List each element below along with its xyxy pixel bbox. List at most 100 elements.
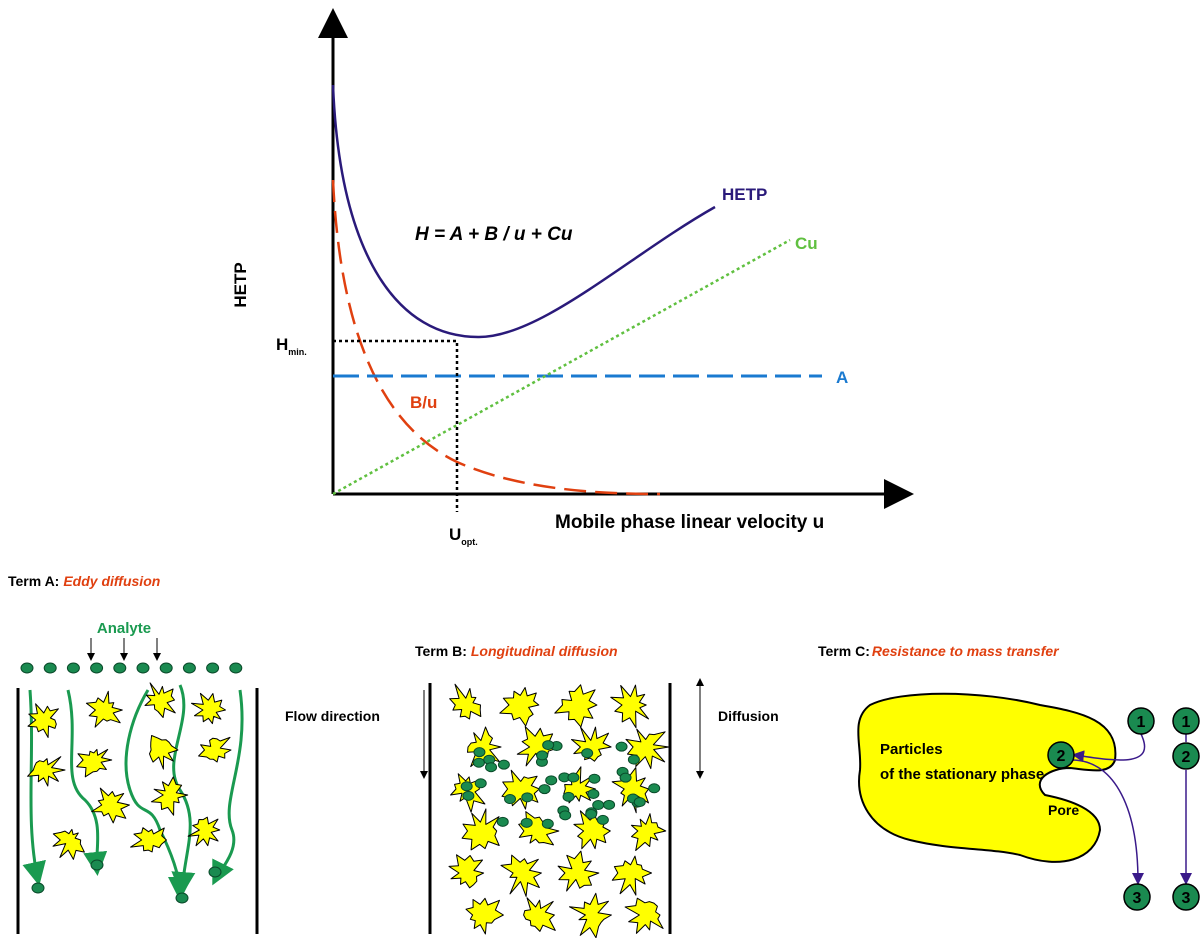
particle xyxy=(501,855,541,896)
step-label: 3 xyxy=(1133,890,1142,907)
flow-label: Flow direction xyxy=(285,708,380,724)
particle xyxy=(611,685,649,728)
a-label: A xyxy=(836,368,848,387)
analyte-dot xyxy=(634,798,645,807)
term-c-title: Term C:Resistance to mass transfer xyxy=(818,643,1060,659)
analyte-dot xyxy=(546,776,557,785)
analyte-dot xyxy=(589,774,600,783)
analyte-dot xyxy=(521,818,532,827)
analyte-dot xyxy=(542,819,553,828)
particle xyxy=(558,851,599,891)
analyte-dot xyxy=(616,742,627,751)
particle xyxy=(555,685,597,727)
analyte-dot xyxy=(475,779,486,788)
u-opt-sub: opt. xyxy=(461,537,478,547)
diffusion-label: Diffusion xyxy=(718,708,779,724)
van-deemter-graph: HETP Mobile phase linear velocity u H = … xyxy=(231,14,908,547)
analyte-dot xyxy=(230,663,242,673)
analyte-dot xyxy=(560,811,571,820)
analyte-dot xyxy=(67,663,79,673)
term-label: Term C: xyxy=(818,643,870,659)
particle xyxy=(524,898,556,932)
analyte-dot xyxy=(543,741,554,750)
term-name: Eddy diffusion xyxy=(63,573,160,589)
term-label: Term A: xyxy=(8,573,59,589)
analyte-dot xyxy=(588,789,599,798)
analyte-dot xyxy=(137,663,149,673)
analyte-dot xyxy=(537,751,548,760)
analyte-dot xyxy=(207,663,219,673)
analyte-dot xyxy=(461,782,472,791)
term-name: Resistance to mass transfer xyxy=(872,643,1060,659)
analyte-dot xyxy=(209,867,221,877)
analyte-dot xyxy=(176,893,188,903)
term-name: Longitudinal diffusion xyxy=(471,643,618,659)
particle xyxy=(450,684,481,719)
term-c: Term C:Resistance to mass transfer Parti… xyxy=(818,643,1199,910)
analyte-dot xyxy=(563,792,574,801)
particle xyxy=(500,688,539,727)
term-label: Term B: xyxy=(415,643,467,659)
analyte-label: Analyte xyxy=(97,620,151,637)
x-axis-label: Mobile phase linear velocity u xyxy=(555,512,824,533)
term-b-title: Term B:Longitudinal diffusion xyxy=(415,643,618,659)
analyte-dot xyxy=(497,817,508,826)
equation: H = A + B / u + Cu xyxy=(415,224,573,245)
analyte-dot xyxy=(91,663,103,673)
hetp-label: HETP xyxy=(722,185,767,204)
step-label: 3 xyxy=(1182,890,1191,907)
analyte-dot xyxy=(597,815,608,824)
particle xyxy=(192,693,226,723)
analyte-dot xyxy=(44,663,56,673)
particle xyxy=(188,817,220,846)
term-a-title: Term A:Eddy diffusion xyxy=(8,573,160,589)
analyte-dot xyxy=(473,758,484,767)
analyte-dot xyxy=(604,800,615,809)
analyte-dot xyxy=(649,784,660,793)
analyte-dot xyxy=(582,749,593,758)
analyte-dot xyxy=(586,810,597,819)
particle xyxy=(53,829,84,859)
particle xyxy=(625,898,663,933)
particle xyxy=(28,757,65,786)
particle xyxy=(519,812,559,845)
h-min-sub: min. xyxy=(288,347,307,357)
c-line xyxy=(333,240,790,494)
term-a: Term A:Eddy diffusion Analyte xyxy=(8,573,257,934)
particles-label: Particles xyxy=(880,741,943,758)
particle xyxy=(466,898,503,934)
analyte-dot xyxy=(620,773,631,782)
particle xyxy=(631,814,665,851)
analyte-dot xyxy=(21,663,33,673)
pore-label: Pore xyxy=(1048,802,1079,818)
particle xyxy=(131,828,167,852)
step-label: 2 xyxy=(1057,748,1066,765)
particle xyxy=(199,737,231,762)
particle xyxy=(570,893,612,937)
analyte-dot xyxy=(505,795,516,804)
particle xyxy=(151,777,187,815)
u-opt-main: U xyxy=(449,525,461,544)
u-opt-label: Uopt. xyxy=(449,525,478,547)
analyte-dot xyxy=(114,663,126,673)
particle xyxy=(612,856,651,895)
particle xyxy=(449,855,484,888)
optimum-lines xyxy=(333,341,457,512)
c-label: Cu xyxy=(795,234,818,253)
step-label: 1 xyxy=(1137,714,1146,731)
step-label: 1 xyxy=(1182,714,1191,731)
step-label: 2 xyxy=(1182,749,1191,766)
analyte-dot xyxy=(628,755,639,764)
analyte-dot xyxy=(32,883,44,893)
analyte-dot xyxy=(183,663,195,673)
particles-label: of the stationary phase xyxy=(880,766,1044,783)
analyte-dot xyxy=(539,785,550,794)
particle xyxy=(92,788,130,823)
analyte-dot xyxy=(568,773,579,782)
hetp-curve xyxy=(333,85,715,337)
h-min-main: H xyxy=(276,335,288,354)
analyte-dot xyxy=(474,748,485,757)
particle xyxy=(462,809,499,850)
analyte-dot xyxy=(498,760,509,769)
particle xyxy=(145,683,175,718)
